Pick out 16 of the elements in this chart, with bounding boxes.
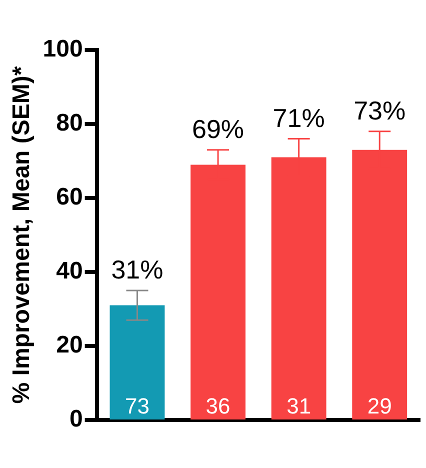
y-tick-label: 20	[56, 332, 83, 359]
annotation: 36	[206, 394, 230, 419]
y-tick-label: 100	[42, 36, 83, 63]
data-label: 69%	[192, 114, 244, 144]
data-label: 73%	[354, 96, 406, 126]
y-axis-title: % Improvement, Mean (SEM)*	[8, 66, 36, 404]
data-label: 71%	[272, 102, 325, 133]
data-label: 31%	[111, 254, 164, 285]
annotation: 29	[367, 394, 392, 419]
y-tick-label: 0	[69, 406, 83, 433]
y-tick-label: 40	[56, 258, 83, 285]
y-tick-label: 60	[56, 184, 83, 211]
y-tick-label: 80	[56, 110, 83, 137]
annotation: 31	[286, 394, 312, 419]
annotation: 73	[124, 394, 150, 419]
bar	[110, 305, 165, 420]
